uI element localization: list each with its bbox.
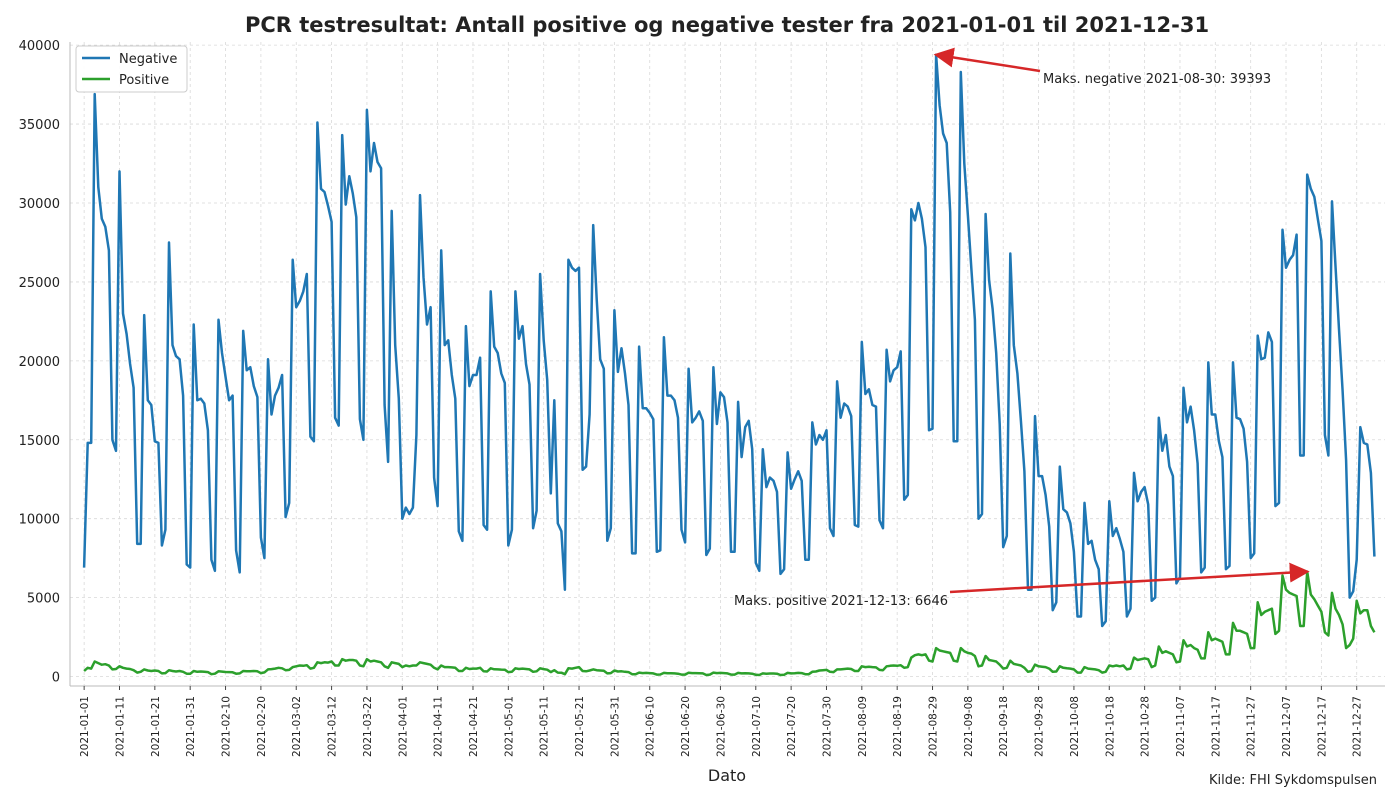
y-tick-label: 15000 <box>19 434 60 449</box>
x-tick-label: 2021-05-11 <box>539 696 551 757</box>
x-tick-label: 2021-01-31 <box>185 696 197 757</box>
x-tick-label: 2021-11-07 <box>1175 696 1187 757</box>
x-tick-label: 2021-10-18 <box>1104 696 1116 757</box>
x-tick-label: 2021-03-12 <box>327 696 339 757</box>
gridlines <box>70 42 1385 686</box>
y-tick-label: 10000 <box>19 513 60 528</box>
y-tick-label: 30000 <box>19 197 60 212</box>
x-tick-label: 2021-04-21 <box>468 696 480 757</box>
annotation-max-negative-arrow <box>933 47 1041 73</box>
x-tick-label: 2021-02-20 <box>256 696 268 757</box>
legend: Negative Positive <box>75 45 188 93</box>
chart-title: PCR testresultat: Antall positive og neg… <box>245 13 1209 37</box>
x-axis-label: Dato <box>708 766 746 785</box>
x-tick-label: 2021-10-28 <box>1140 696 1152 757</box>
legend-label-positive: Positive <box>119 73 169 88</box>
x-tick-label: 2021-03-22 <box>362 696 374 757</box>
x-tick-label: 2021-05-21 <box>574 696 586 757</box>
x-tick-label: 2021-09-28 <box>1034 696 1046 757</box>
x-tick-label: 2021-01-11 <box>114 696 126 757</box>
axes <box>69 42 1385 687</box>
source-note: Kilde: FHI Sykdomspulsen <box>1209 773 1377 788</box>
x-tick-label: 2021-12-17 <box>1316 696 1328 757</box>
x-tick-label: 2021-07-20 <box>786 696 798 757</box>
x-tick-label: 2021-01-21 <box>150 696 162 757</box>
x-tick-label: 2021-06-20 <box>680 696 692 757</box>
x-tick-label: 2021-09-18 <box>998 696 1010 757</box>
x-tick-label: 2021-02-10 <box>221 696 233 757</box>
x-tick-label: 2021-08-29 <box>928 696 940 757</box>
x-tick-label: 2021-04-01 <box>397 696 409 757</box>
x-tick-label: 2021-05-31 <box>609 696 621 757</box>
legend-label-negative: Negative <box>119 52 177 67</box>
x-tick-label: 2021-11-27 <box>1246 696 1258 757</box>
x-tick-label: 2021-03-02 <box>291 696 303 757</box>
annotation-max-negative: Maks. negative 2021-08-30: 39393 <box>1043 72 1271 87</box>
series-lines <box>82 53 1376 677</box>
x-tick-label: 2021-01-01 <box>79 696 91 757</box>
series-line-negative <box>82 53 1376 628</box>
x-tick-label: 2021-11-17 <box>1210 696 1222 757</box>
x-tick-label: 2021-12-27 <box>1352 696 1364 757</box>
y-tick-label: 40000 <box>19 39 60 54</box>
y-tick-label: 25000 <box>19 276 60 291</box>
x-tick-label: 2021-05-01 <box>503 696 515 757</box>
x-tick-label: 2021-04-11 <box>433 696 445 757</box>
x-tick-label: 2021-12-07 <box>1281 696 1293 757</box>
y-tick-label: 20000 <box>19 355 60 370</box>
x-tick-label: 2021-09-08 <box>963 696 975 757</box>
y-tick-label: 5000 <box>27 592 60 607</box>
x-tick-label: 2021-08-19 <box>892 696 904 757</box>
annotations: Maks. negative 2021-08-30: 39393 Maks. po… <box>734 47 1310 609</box>
y-tick-label: 0 <box>52 671 60 686</box>
x-tick-label: 2021-07-30 <box>821 696 833 757</box>
x-axis-ticks: 2021-01-01 2021-01-11 2021-01-21 2021-01-31… <box>79 686 1364 757</box>
annotation-max-positive-arrow <box>949 562 1310 594</box>
x-tick-label: 2021-08-09 <box>857 696 869 757</box>
x-tick-label: 2021-07-10 <box>751 696 763 757</box>
series-line-positive <box>83 570 1376 677</box>
annotation-max-positive: Maks. positive 2021-12-13: 6646 <box>734 594 948 609</box>
y-tick-label: 35000 <box>19 118 60 133</box>
x-tick-label: 2021-10-08 <box>1069 696 1081 757</box>
y-axis-ticks: 0 5000 10000 15000 20000 25000 30000 35000 40000 <box>19 39 60 685</box>
x-tick-label: 2021-06-30 <box>715 696 727 757</box>
x-tick-label: 2021-06-10 <box>645 696 657 757</box>
